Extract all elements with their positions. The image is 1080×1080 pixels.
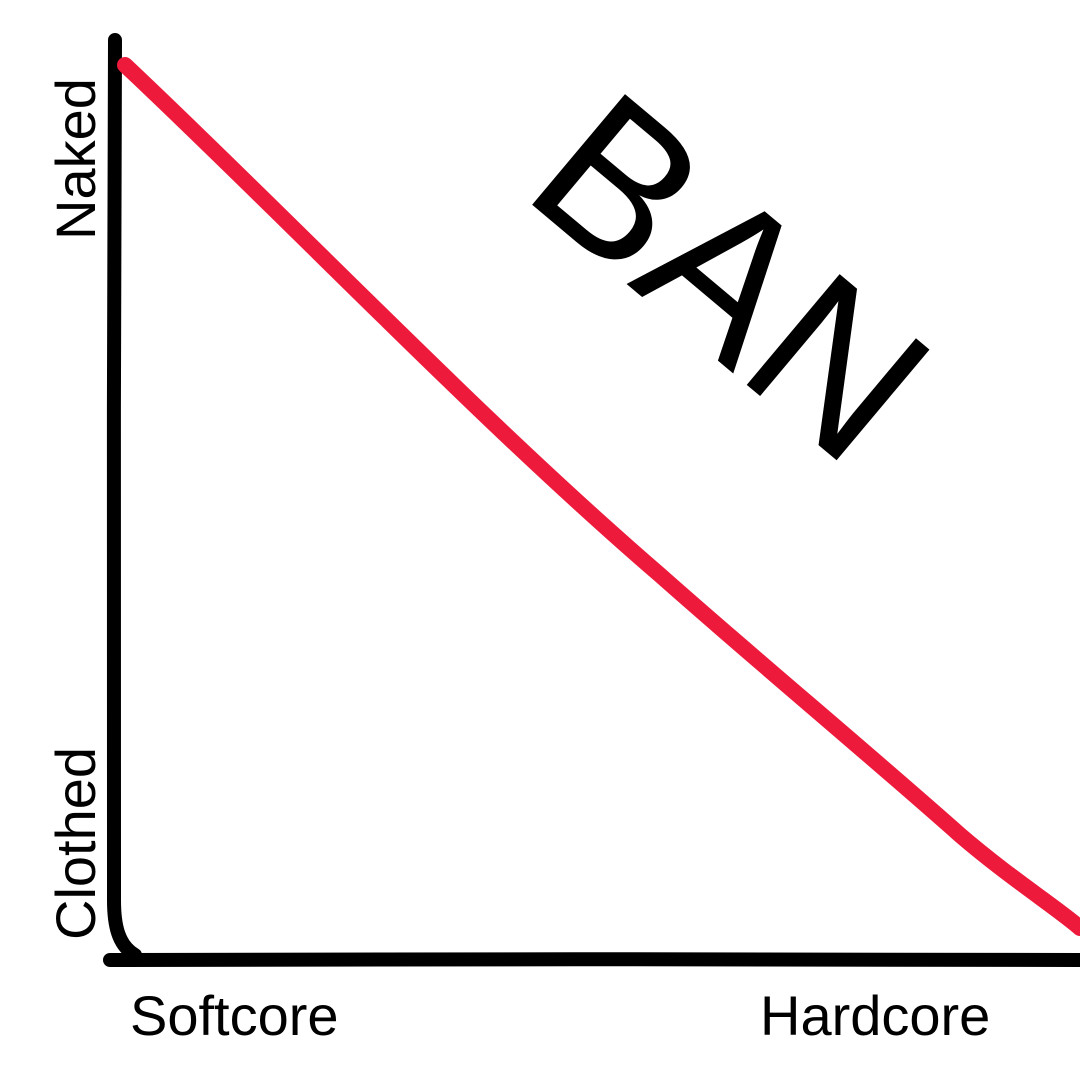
x-axis-label: Hardcore xyxy=(760,984,990,1047)
x-axis-label: Softcore xyxy=(130,984,339,1047)
y-axis-label: Naked xyxy=(44,78,107,240)
x-axis xyxy=(110,959,1080,960)
ban-threshold-chart: BAN NakedClothed SoftcoreHardcore xyxy=(0,0,1080,1080)
chart-background xyxy=(0,0,1080,1080)
y-axis-label: Clothed xyxy=(44,747,107,940)
